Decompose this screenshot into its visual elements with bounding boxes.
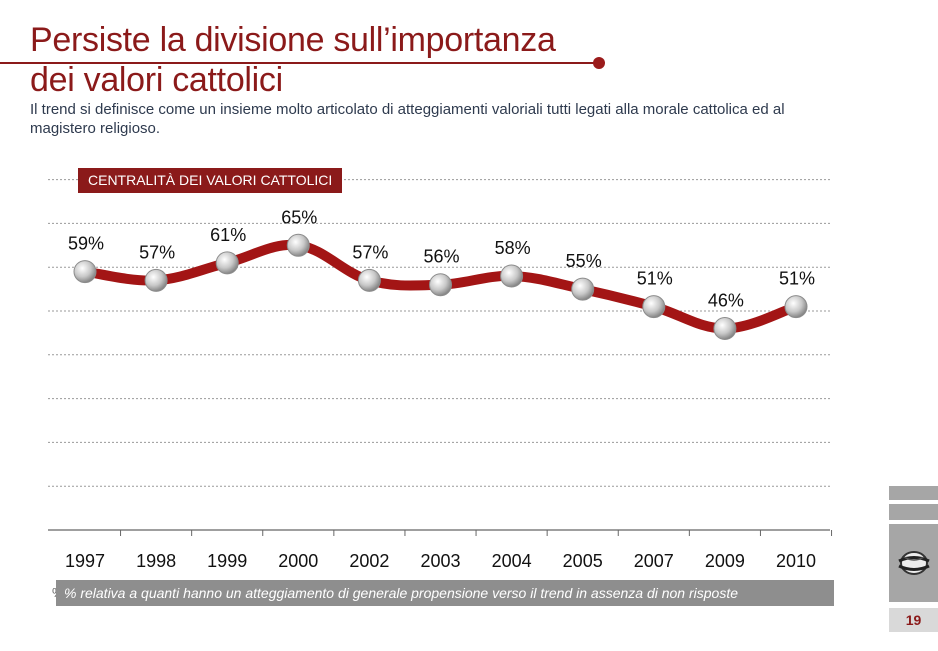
data-label: 58% xyxy=(495,238,531,258)
data-point xyxy=(73,260,97,284)
sidebar-gap xyxy=(889,604,938,606)
chart-x-ticks: 1997 1998 1999 2000 2002 2003 2004 2005 2007 2009… xyxy=(65,530,833,571)
page-number: 19 xyxy=(889,608,938,632)
x-tick-label: 1997 xyxy=(65,551,105,571)
data-label: 46% xyxy=(708,291,744,311)
chart-gridlines xyxy=(48,179,830,531)
data-point xyxy=(215,251,239,275)
data-label: 61% xyxy=(210,225,246,245)
x-tick-label: 2004 xyxy=(492,551,532,571)
sidebar-strip xyxy=(889,504,938,520)
sidebar-strip xyxy=(889,486,938,500)
title-underline-dot xyxy=(593,57,605,69)
data-point xyxy=(500,264,524,288)
data-point xyxy=(357,268,381,292)
data-point xyxy=(642,295,666,319)
data-point xyxy=(286,233,310,257)
chart-data-labels: 59% 57% 61% 65% 57% 56% 58% 55% 51% 46% 51% xyxy=(68,207,815,310)
title-line-2: dei valori cattolici xyxy=(30,61,283,99)
data-label: 57% xyxy=(139,242,175,262)
chart-title: CENTRALITÀ DEI VALORI CATTOLICI xyxy=(78,168,343,193)
data-label: 51% xyxy=(637,269,673,289)
data-label: 57% xyxy=(352,242,388,262)
x-tick-label: 1998 xyxy=(136,551,176,571)
data-label: 55% xyxy=(566,251,602,271)
globe-logo-icon xyxy=(897,551,930,575)
data-label: 59% xyxy=(68,234,104,254)
data-point xyxy=(784,295,808,319)
x-tick-label: 2009 xyxy=(705,551,745,571)
x-tick-label: 2005 xyxy=(563,551,603,571)
x-tick-label: 2003 xyxy=(420,551,460,571)
x-tick-label: 2007 xyxy=(634,551,674,571)
data-point xyxy=(144,268,168,292)
x-tick-label: 2000 xyxy=(278,551,318,571)
footnote: % relativa a quanti hanno un atteggiamen… xyxy=(56,580,834,606)
data-point xyxy=(429,273,452,297)
x-tick-label: 1999 xyxy=(207,551,247,571)
slide-subtitle: Il trend si definisce come un insieme mo… xyxy=(30,101,785,137)
x-tick-label: 2002 xyxy=(349,551,389,571)
title-line-1: Persiste la divisione sull’importanza xyxy=(30,21,556,59)
chart-markers xyxy=(73,233,808,341)
data-label: 56% xyxy=(423,247,459,267)
logo-box xyxy=(889,524,938,602)
data-point xyxy=(713,317,737,341)
slide-title: Persiste la divisione sull’importanza de… xyxy=(30,20,556,100)
data-label: 51% xyxy=(779,269,815,289)
title-underline xyxy=(0,62,600,64)
x-tick-label: 2010 xyxy=(776,551,816,571)
data-label: 65% xyxy=(281,207,317,227)
data-point xyxy=(571,277,595,301)
